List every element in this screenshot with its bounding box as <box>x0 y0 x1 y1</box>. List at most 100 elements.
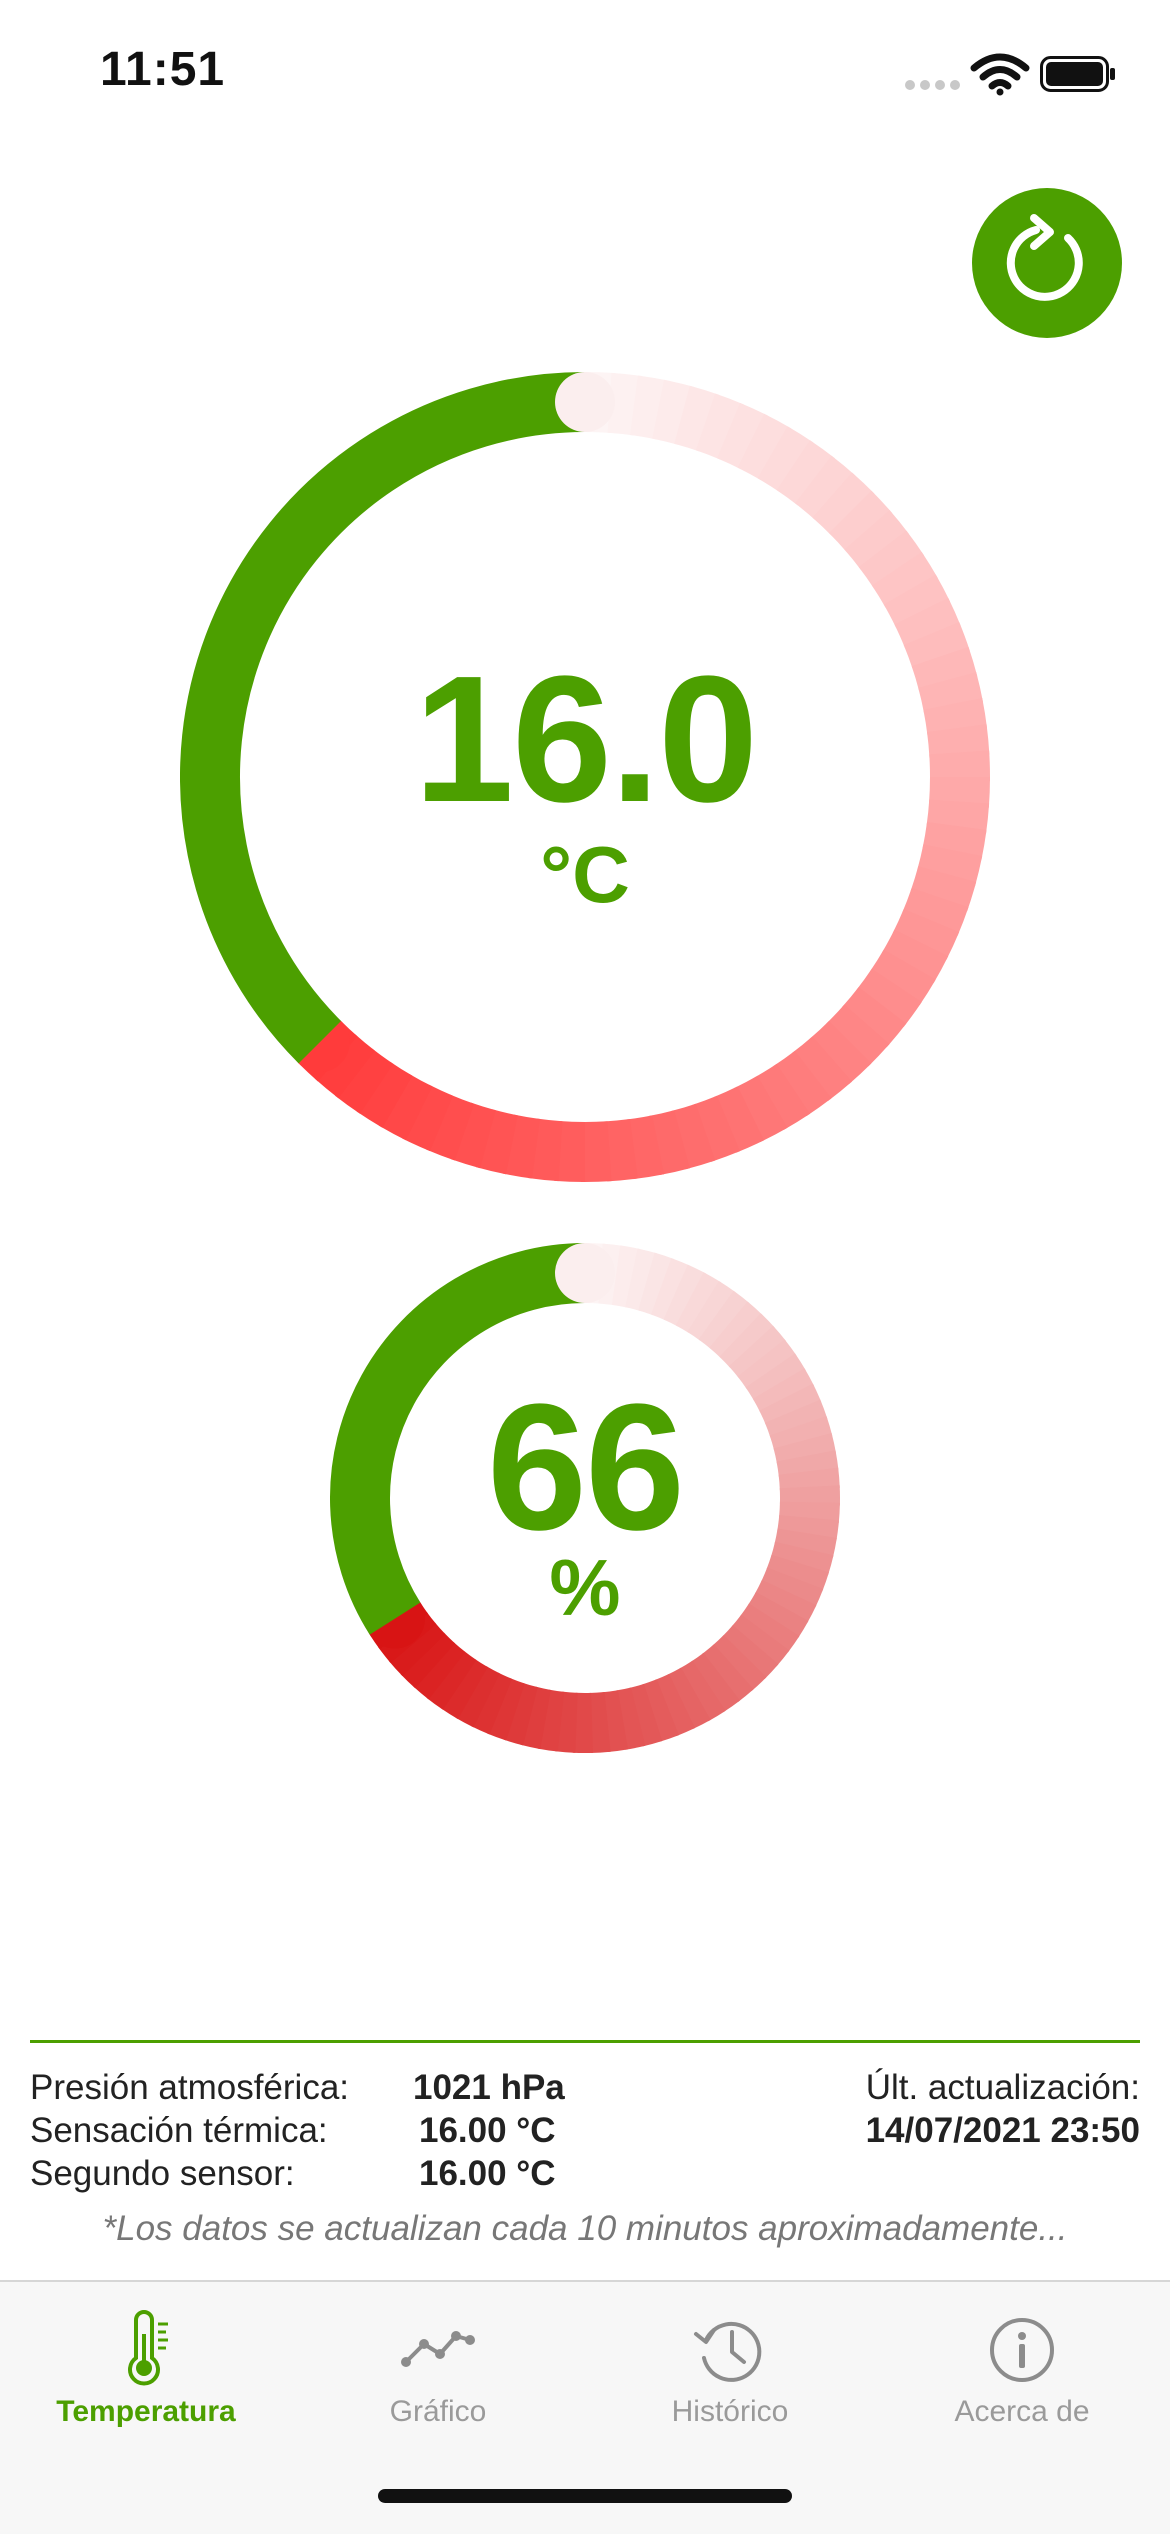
gauge-track-segment <box>373 1087 397 1102</box>
feels-like-label: Sensación térmica: <box>30 2109 328 2153</box>
gauge-track-segment <box>634 405 662 410</box>
humidity-value: 66 <box>330 1368 840 1568</box>
gauge-track-segment <box>921 611 933 637</box>
gauge-start-cap <box>555 1243 615 1303</box>
tab-label: Temperatura <box>0 2392 292 2432</box>
gauge-track-segment <box>471 1692 487 1700</box>
tab-temperatura[interactable]: Temperatura <box>0 2282 292 2452</box>
battery-full-icon <box>1040 56 1116 92</box>
gauge-track-segment <box>740 1335 752 1348</box>
temperature-gauge: 16.0 °C <box>180 372 990 1182</box>
gauge-track-segment <box>716 1315 730 1326</box>
home-indicator <box>378 2489 792 2503</box>
gauge-track-segment <box>616 1275 634 1278</box>
gauge-track-segment <box>678 1132 705 1140</box>
humidity-unit: % <box>330 1543 840 1633</box>
gauge-track-segment <box>829 1042 850 1061</box>
gauge-track-segment <box>728 1325 741 1337</box>
gauge-track-segment <box>532 1148 560 1151</box>
refresh-button[interactable] <box>972 188 1122 338</box>
gauge-track-segment <box>394 1100 419 1114</box>
gauge-track-segment <box>605 1720 623 1722</box>
gauge-track-segment <box>654 1139 682 1145</box>
temperature-value: 16.0 <box>180 640 990 840</box>
tab-acerca-de[interactable]: Acerca de <box>876 2282 1168 2452</box>
gauge-track-segment <box>661 1286 678 1293</box>
gauge-track-segment <box>543 1719 561 1722</box>
info-icon <box>982 2310 1062 2390</box>
gauge-track-segment <box>682 415 709 423</box>
gauge-track-segment <box>793 465 816 482</box>
gauge-track-segment <box>484 1138 512 1145</box>
gauge-track-segment <box>438 1122 465 1132</box>
gauge-track-segment <box>485 1699 501 1706</box>
gauge-track-segment <box>559 1721 577 1722</box>
gauge-track-segment <box>751 441 776 455</box>
gauge-track-segment <box>729 431 755 443</box>
line-chart-icon <box>398 2310 478 2390</box>
gauge-track-segment <box>690 1299 706 1308</box>
gauge-track-segment <box>732 1656 745 1668</box>
gauge-track-segment <box>867 530 885 552</box>
gauge-track-segment <box>751 1346 763 1360</box>
gauge-track-segment <box>676 1292 692 1300</box>
pressure-label: Presión atmosférica: <box>30 2066 349 2110</box>
gauge-track-segment <box>630 1145 658 1149</box>
gauge-track-segment <box>433 1664 447 1676</box>
gauge-track-segment <box>590 1722 608 1723</box>
gauge-track-segment <box>702 1123 729 1133</box>
gauge-track-segment <box>790 1075 813 1091</box>
gauge-track-segment <box>658 409 686 416</box>
gauge-track-segment <box>461 1131 488 1139</box>
gauge-track-segment <box>666 1701 682 1708</box>
gauge-track-segment <box>513 1711 530 1716</box>
gauge-track-segment <box>883 549 899 572</box>
gauge-track-segment <box>850 512 869 533</box>
gauge-track-segment <box>707 1677 722 1687</box>
gauge-track-segment <box>743 1645 755 1658</box>
refresh-icon <box>972 188 1122 338</box>
status-bar: 11:51 <box>0 0 1170 140</box>
gauge-track-segment <box>880 985 897 1008</box>
gauge-track-segment <box>680 1694 696 1702</box>
gauge-track-segment <box>897 569 912 593</box>
tab-historico[interactable]: Histórico <box>584 2282 876 2452</box>
last-update-value: 14/07/2021 23:50 <box>866 2109 1140 2153</box>
signal-dots-icon <box>905 80 961 92</box>
gauge-track-segment <box>631 1278 648 1282</box>
gauge-track-segment <box>910 590 923 615</box>
humidity-gauge: 66 % <box>330 1243 840 1753</box>
gauge-track-segment <box>773 452 797 467</box>
gauge-track-segment <box>832 495 853 515</box>
last-update-label: Últ. actualización: <box>866 2066 1140 2110</box>
gauge-track-segment <box>747 1102 772 1115</box>
gauge-track-segment <box>646 1282 663 1288</box>
gauge-track-segment <box>651 1707 668 1713</box>
gauge-track-segment <box>754 1633 765 1647</box>
gauge-track-segment <box>422 1653 435 1665</box>
second-sensor-label: Segundo sensor: <box>30 2152 295 2196</box>
gauge-track-segment <box>499 1706 516 1712</box>
gauge-track-segment <box>720 1667 734 1678</box>
gauge-track-segment <box>528 1716 545 1720</box>
thermometer-icon <box>106 2310 186 2390</box>
gauge-track-segment <box>508 1144 536 1149</box>
gauge-track-segment <box>636 1712 653 1717</box>
tab-grafico[interactable]: Gráfico <box>292 2282 584 2452</box>
pressure-value: 1021 hPa <box>413 2066 565 2110</box>
info-divider <box>30 2040 1140 2043</box>
gauge-start-cap <box>555 372 615 432</box>
gauge-track-segment <box>725 1113 751 1125</box>
tab-label: Gráfico <box>292 2392 584 2432</box>
gauge-track-segment <box>810 1059 832 1077</box>
gauge-track-segment <box>813 479 835 497</box>
feels-like-value: 16.00 °C <box>419 2109 556 2153</box>
temperature-unit: °C <box>180 830 990 920</box>
gauge-track-segment <box>445 1674 459 1685</box>
gauge-track-segment <box>864 1005 882 1027</box>
gauge-track-segment <box>581 1151 609 1152</box>
second-sensor-value: 16.00 °C <box>419 2152 556 2196</box>
wifi-icon <box>970 52 1030 96</box>
status-time: 11:51 <box>100 42 225 97</box>
gauge-track-segment <box>557 1151 585 1152</box>
